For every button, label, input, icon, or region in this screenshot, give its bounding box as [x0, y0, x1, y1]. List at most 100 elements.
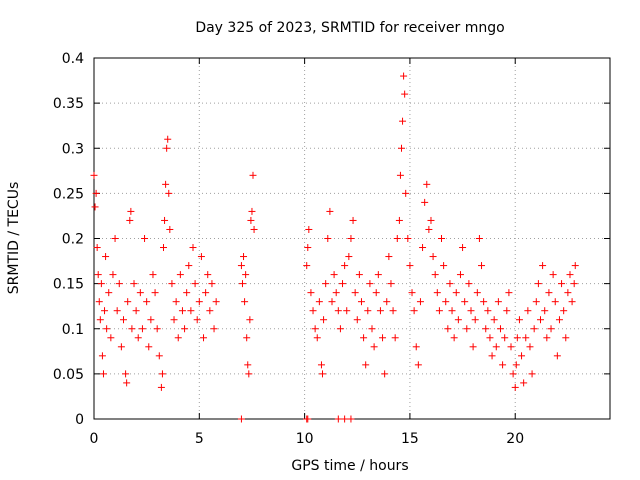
data-point [158, 370, 166, 378]
data-point [368, 325, 376, 333]
data-point [532, 298, 540, 306]
data-point [95, 298, 103, 306]
data-point [419, 244, 427, 252]
data-point [355, 271, 363, 279]
data-point [132, 307, 140, 315]
data-point [134, 334, 142, 342]
data-point [237, 262, 245, 270]
data-point [364, 307, 372, 315]
data-point [560, 307, 568, 315]
data-point [197, 253, 205, 261]
data-point [433, 289, 441, 297]
data-point [401, 90, 409, 98]
data-point [505, 289, 513, 297]
data-point [97, 280, 105, 288]
data-point [553, 352, 561, 360]
data-point [568, 298, 576, 306]
data-point [311, 325, 319, 333]
data-point [322, 280, 330, 288]
data-point [512, 361, 520, 369]
data-point [187, 307, 195, 315]
data-point [421, 198, 429, 206]
data-point [499, 361, 507, 369]
data-point [349, 216, 357, 224]
data-point [385, 253, 393, 261]
data-point [530, 325, 538, 333]
data-point [490, 316, 498, 324]
data-point [357, 298, 365, 306]
data-point [379, 334, 387, 342]
data-point [431, 271, 439, 279]
data-point [471, 316, 479, 324]
data-point [507, 343, 515, 351]
data-point [99, 370, 107, 378]
data-point [149, 271, 157, 279]
data-point [520, 379, 528, 387]
data-point [536, 316, 544, 324]
y-tick-label: 0.2 [62, 232, 84, 248]
data-point [534, 280, 542, 288]
data-point [328, 298, 336, 306]
data-point [427, 216, 435, 224]
data-point [461, 298, 469, 306]
data-point [238, 280, 246, 288]
data-point [467, 307, 475, 315]
data-point [438, 235, 446, 242]
data-point [91, 203, 99, 211]
data-point [511, 383, 519, 391]
data-point [119, 316, 127, 324]
data-point [124, 298, 132, 306]
data-point [446, 280, 454, 288]
data-point [304, 244, 312, 252]
data-point [170, 316, 178, 324]
data-point [105, 289, 113, 297]
data-point [185, 262, 193, 270]
data-point [307, 289, 315, 297]
data-point [181, 325, 189, 333]
y-tick-label: 0.05 [53, 367, 84, 383]
data-point [494, 298, 502, 306]
chart-title: Day 325 of 2023, SRMTID for receiver mng… [195, 20, 504, 36]
data-point [320, 316, 328, 324]
data-point [178, 307, 186, 315]
data-point [332, 289, 340, 297]
data-point [402, 189, 410, 197]
data-point [250, 225, 258, 233]
data-point [528, 370, 536, 378]
data-point [360, 334, 368, 342]
data-point [423, 180, 431, 188]
data-point [448, 307, 456, 315]
data-point [391, 334, 399, 342]
data-point [153, 325, 161, 333]
x-tick-label: 15 [401, 431, 419, 447]
data-point [195, 298, 203, 306]
data-point [376, 307, 384, 315]
data-point [309, 307, 317, 315]
data-point [362, 361, 370, 369]
data-point [241, 298, 249, 306]
data-point [96, 316, 104, 324]
data-point [122, 370, 130, 378]
y-tick-label: 0.1 [62, 322, 84, 338]
y-tick-label: 0.35 [53, 96, 84, 112]
data-point [478, 262, 486, 270]
data-point [90, 171, 98, 179]
data-point [558, 280, 566, 288]
data-point [541, 307, 549, 315]
data-point [406, 262, 414, 270]
data-point [117, 343, 125, 351]
data-point [313, 334, 321, 342]
data-point [450, 334, 458, 342]
data-point [202, 289, 210, 297]
data-point [92, 189, 100, 197]
y-tick-label: 0.4 [62, 51, 84, 67]
data-point [244, 361, 252, 369]
data-point [157, 383, 165, 391]
data-point [389, 307, 397, 315]
data-point [347, 415, 355, 423]
data-point [366, 280, 374, 288]
data-point [503, 307, 511, 315]
data-point [247, 216, 255, 224]
data-point [141, 235, 149, 242]
data-point [351, 289, 359, 297]
